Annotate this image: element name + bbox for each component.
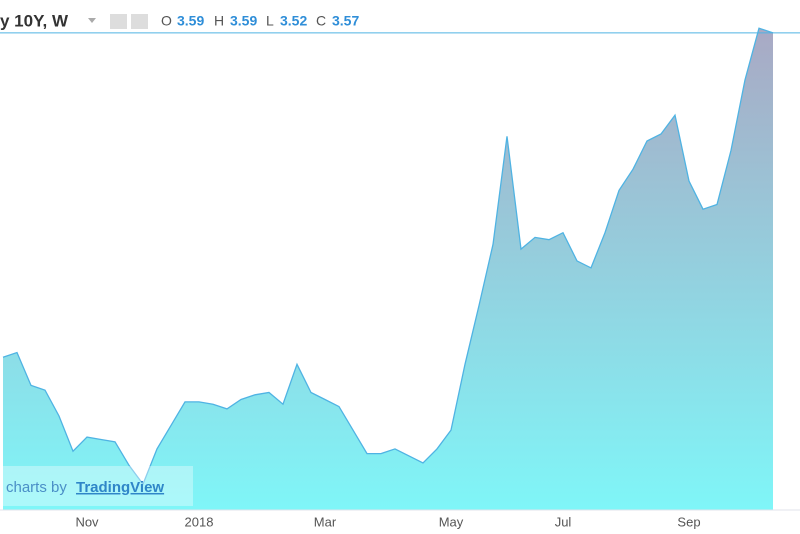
chart-title: y 10Y, W	[0, 11, 69, 30]
high-value: 3.59	[230, 13, 257, 29]
settings-icon[interactable]	[131, 14, 148, 29]
watermark-box	[0, 466, 193, 506]
x-tick-label: Mar	[314, 514, 337, 529]
open-value: 3.59	[177, 13, 204, 29]
x-tick-label: Nov	[75, 514, 99, 529]
watermark-prefix: charts by	[6, 479, 67, 496]
open-label: O	[161, 13, 172, 29]
x-tick-label: 2018	[185, 514, 214, 529]
x-tick-label: Jul	[555, 514, 572, 529]
high-label: H	[214, 13, 224, 29]
area-fill	[3, 28, 773, 510]
low-label: L	[266, 13, 274, 29]
low-value: 3.52	[280, 13, 307, 29]
x-tick-label: May	[439, 514, 464, 529]
eye-icon[interactable]	[110, 14, 127, 29]
close-value: 3.57	[332, 13, 359, 29]
x-tick-label: Sep	[677, 514, 700, 529]
close-label: C	[316, 13, 326, 29]
dropdown-icon[interactable]	[88, 18, 96, 23]
price-line	[2, 27, 774, 486]
watermark-brand[interactable]: TradingView	[76, 479, 164, 496]
